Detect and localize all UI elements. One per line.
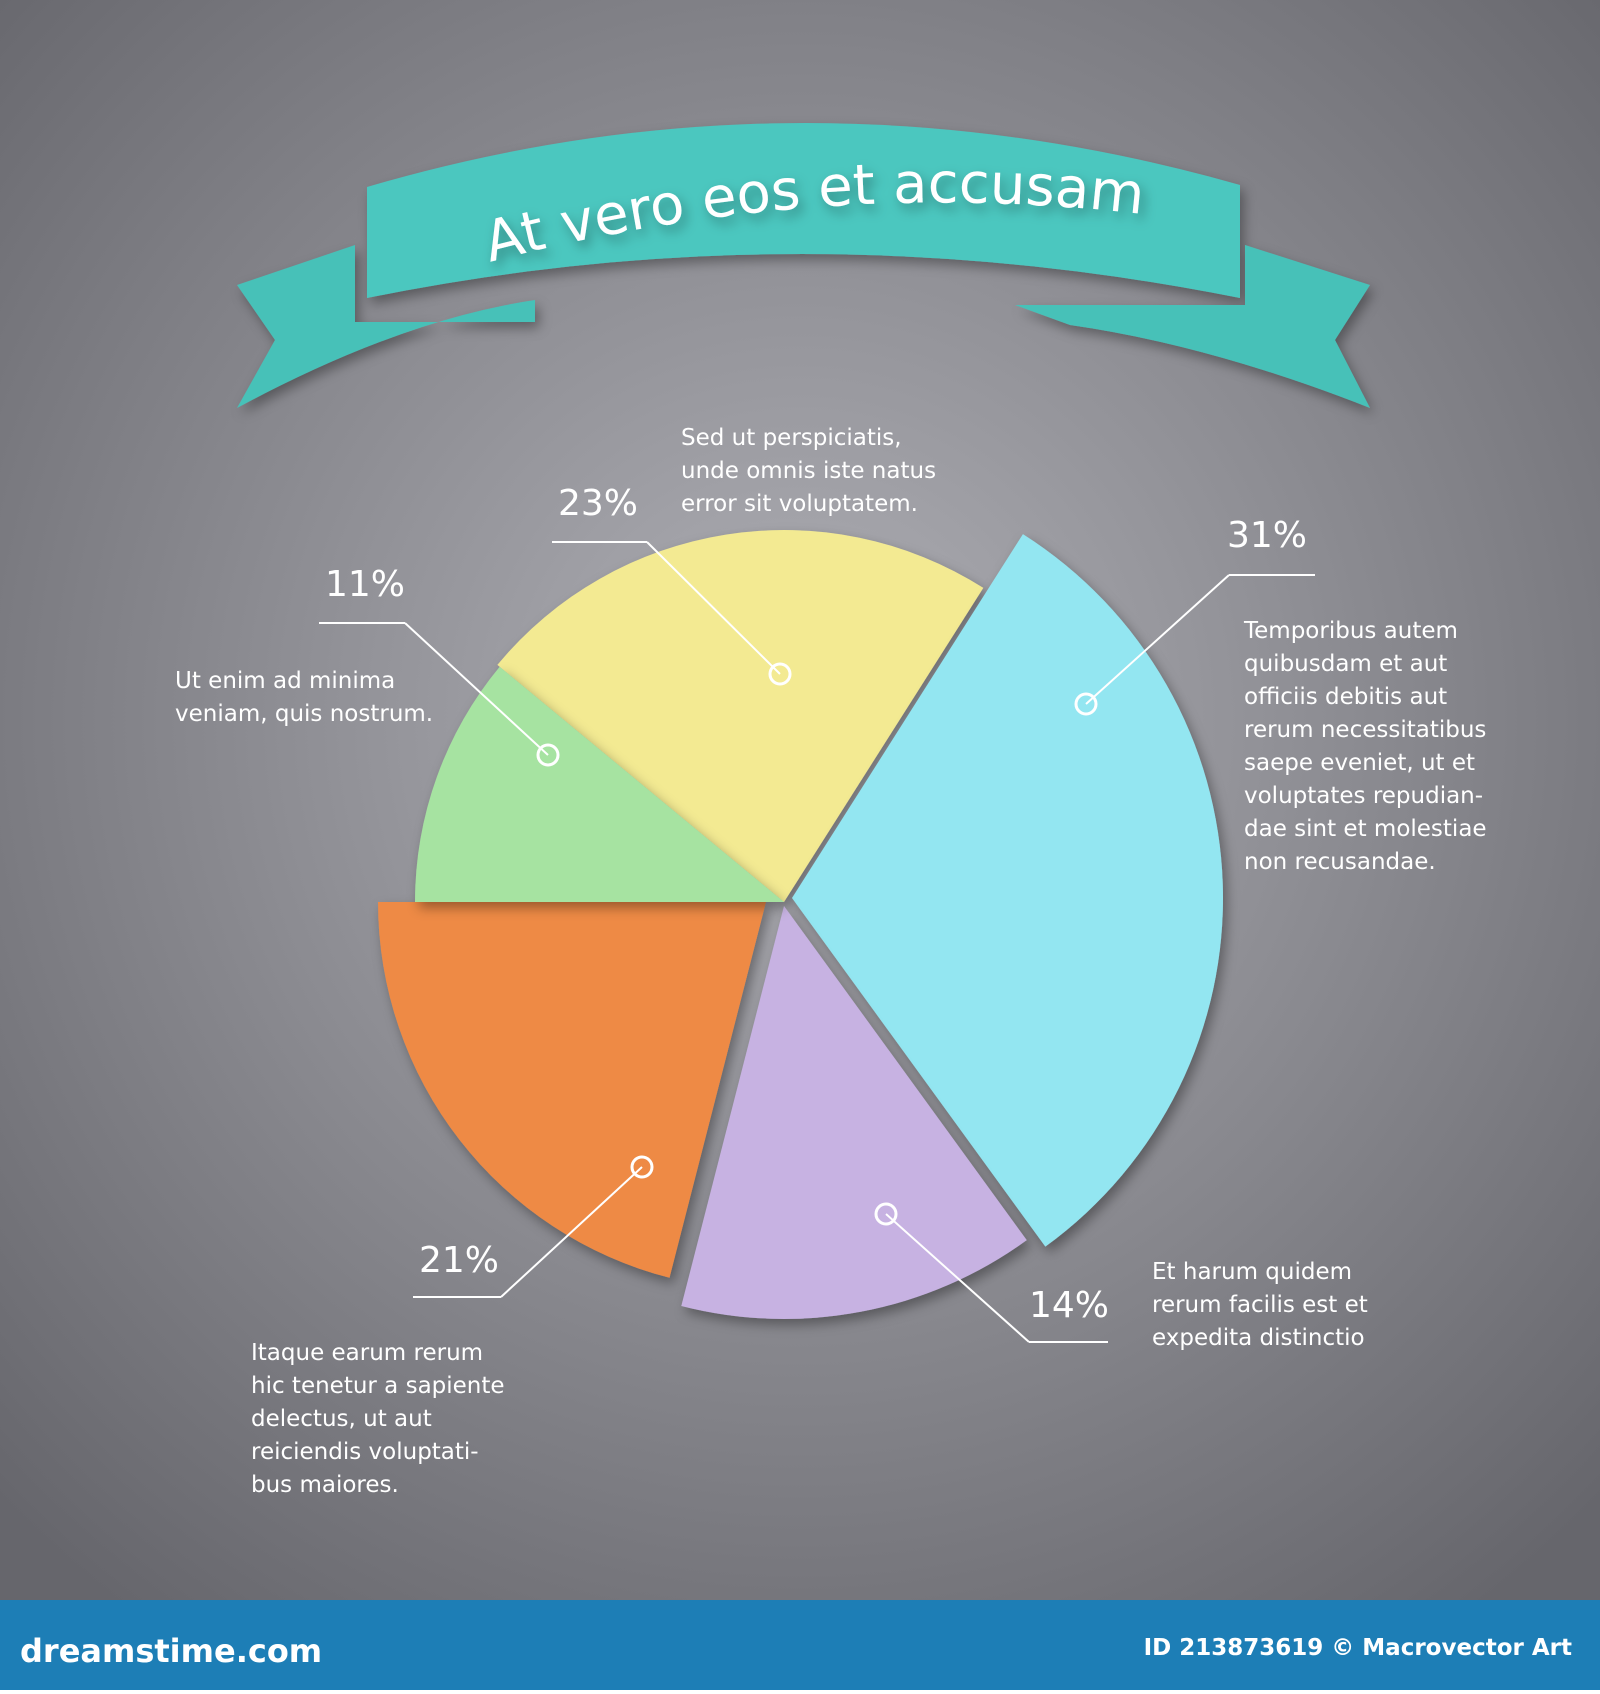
annotation-line: bus maiores. [251, 1472, 399, 1498]
annotation-line: Et harum quidem [1152, 1259, 1352, 1285]
pie-slice [415, 666, 784, 902]
pie-slice [792, 534, 1223, 1247]
footer-bar [0, 1600, 1600, 1690]
leader-line [500, 1166, 643, 1298]
leader-dot [536, 743, 560, 767]
annotation-line: quibusdam et aut [1244, 651, 1447, 677]
ribbon [237, 122, 1370, 408]
annotation-line: saepe eveniet, ut et [1244, 750, 1475, 776]
value-label: 21% [419, 1240, 499, 1281]
annotation-line: veniam, quis nostrum. [175, 701, 433, 727]
annotation-line: Itaque earum rerum [251, 1340, 483, 1366]
annotation-line: hic tenetur a sapiente [251, 1373, 505, 1399]
annotation-line: unde omnis iste natus [681, 458, 936, 484]
annotation-line: rerum necessitatibus [1244, 717, 1486, 743]
annotation-line: Ut enim ad minima [175, 668, 395, 694]
annotation-line: non recusandae. [1244, 849, 1436, 875]
value-label: 14% [1029, 1285, 1109, 1326]
value-label: 23% [558, 483, 638, 524]
value-label: 11% [325, 564, 405, 605]
leader-dot [874, 1202, 898, 1226]
pie [378, 530, 1223, 1319]
annotation-line: officiis debitis aut [1244, 684, 1447, 710]
pie-slice [681, 906, 1027, 1319]
annotation-line: voluptates repudian- [1244, 783, 1483, 809]
labels: 23% Sed ut perspiciatis, unde omnis iste n… [175, 425, 1487, 1498]
footer-site: dreamstime.com [20, 1632, 322, 1670]
annotation-line: expedita distinctio [1152, 1325, 1365, 1351]
annotation-line: delectus, ut aut [251, 1406, 432, 1432]
footer-credit: ID 213873619 © Macrovector Art [1144, 1635, 1572, 1661]
leader-dot [630, 1155, 654, 1179]
leader-line [404, 622, 549, 756]
annotation-line: reiciendis voluptati- [251, 1439, 479, 1465]
leader-dot [768, 662, 792, 686]
annotation-line: Temporibus autem [1243, 618, 1458, 644]
annotation-line: Sed ut perspiciatis, [681, 425, 902, 451]
pie-slice [378, 902, 766, 1278]
value-label: 31% [1227, 515, 1307, 556]
annotation-line: error sit voluptatem. [681, 491, 918, 517]
leader-line [1085, 574, 1230, 705]
leader-dot [1074, 692, 1098, 716]
leader-line [646, 541, 781, 675]
annotation-line: rerum facilis est et [1152, 1292, 1368, 1318]
pie-slice [497, 530, 984, 902]
annotation-line: dae sint et molestiae [1244, 816, 1487, 842]
leader-line [885, 1213, 1030, 1343]
